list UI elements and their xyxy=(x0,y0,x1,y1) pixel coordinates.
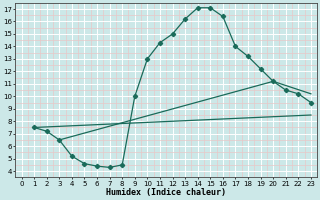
X-axis label: Humidex (Indice chaleur): Humidex (Indice chaleur) xyxy=(106,188,226,197)
